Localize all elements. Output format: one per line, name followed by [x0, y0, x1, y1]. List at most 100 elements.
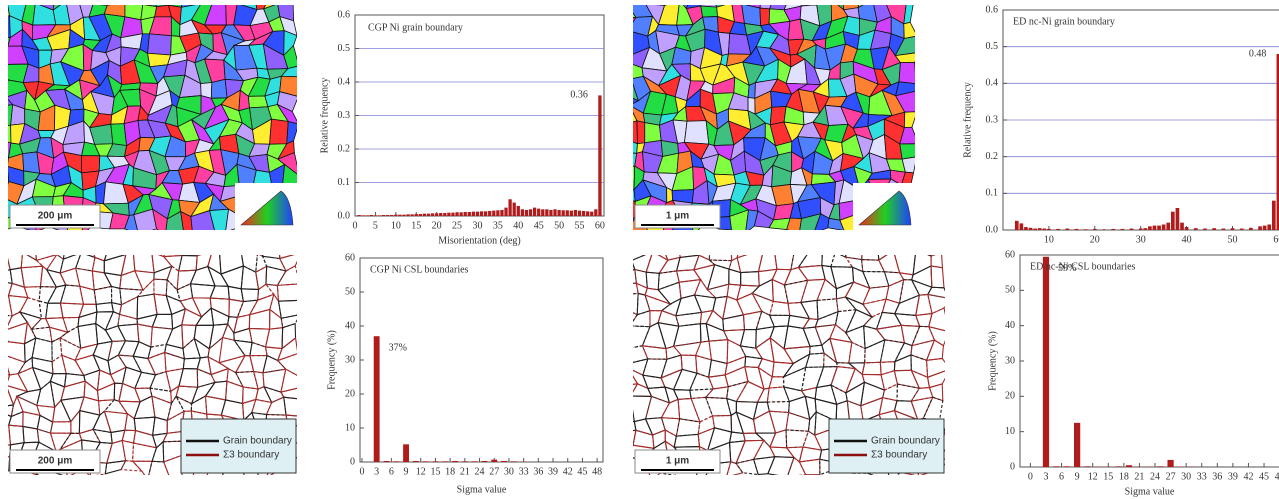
- x-tick-label: 10: [1044, 234, 1054, 245]
- grain: [645, 123, 661, 143]
- x-axis-label: Sigma value: [1125, 486, 1175, 497]
- grain: [886, 0, 906, 4]
- bar: [529, 209, 532, 216]
- bar: [537, 209, 540, 216]
- grain: [0, 79, 8, 99]
- micrograph: 1 μm: [614, 0, 918, 235]
- grain-outline: [737, 239, 763, 257]
- bar: [582, 211, 585, 216]
- grain-outline: [133, 240, 152, 252]
- bar: [1047, 229, 1051, 230]
- y-tick-label: 0: [1010, 461, 1015, 472]
- grain: [637, 121, 645, 144]
- grain-outline: [0, 342, 8, 355]
- y-tick-label: 40: [1005, 320, 1015, 331]
- y-tick-label: 0.3: [986, 114, 999, 125]
- bar: [362, 215, 365, 216]
- x-tick-label: 0: [359, 466, 364, 477]
- grain: [0, 64, 8, 79]
- bar: [1139, 229, 1143, 230]
- x-tick-label: 55: [575, 220, 585, 231]
- grain: [148, 34, 172, 55]
- x-tick-label: 50: [554, 220, 564, 231]
- x-tick-label: 42: [563, 466, 573, 477]
- bar: [1167, 460, 1173, 467]
- x-tick-label: 36: [1212, 471, 1222, 482]
- x-tick-label: 48: [1275, 471, 1279, 482]
- grain: [25, 0, 35, 3]
- bar: [411, 214, 414, 216]
- bar: [513, 203, 516, 216]
- grain-outline: [805, 237, 822, 252]
- grain-outline: [816, 237, 836, 253]
- x-tick-label: 21: [1134, 471, 1144, 482]
- grain: [66, 0, 84, 2]
- x-tick-label: 6: [1059, 471, 1064, 482]
- bar: [492, 211, 495, 216]
- y-tick-label: 0.3: [338, 110, 351, 121]
- bar: [1064, 466, 1070, 467]
- x-tick-label: 6: [389, 466, 394, 477]
- bar: [1102, 229, 1106, 230]
- grain: [0, 182, 9, 202]
- y-tick-label: 30: [1005, 355, 1015, 366]
- bar: [511, 461, 517, 462]
- grain: [656, 0, 680, 5]
- bar: [427, 214, 430, 216]
- bar: [403, 444, 409, 462]
- bar: [533, 208, 536, 216]
- bar: [1212, 228, 1216, 230]
- bar: [1111, 229, 1115, 230]
- bar: [1042, 229, 1046, 230]
- grain: [82, 156, 100, 173]
- bar: [433, 461, 439, 462]
- bar: [480, 211, 483, 216]
- bar: [431, 213, 434, 216]
- grain: [904, 112, 917, 128]
- legend-label: Σ3 boundary: [223, 450, 279, 461]
- bar: [476, 212, 479, 216]
- chart: 0.00.10.20.30.40.50.60510152025303540455…: [319, 9, 605, 246]
- bar: [419, 214, 422, 216]
- bar: [382, 215, 385, 216]
- grain: [620, 166, 635, 190]
- grain-outline: [913, 237, 931, 256]
- chart-title: ED nc-Ni CSL boundaries: [1030, 261, 1136, 272]
- x-axis-label: Misorientation (deg): [438, 235, 520, 246]
- grain: [748, 83, 755, 99]
- bar: [1084, 229, 1088, 230]
- grain: [93, 0, 111, 5]
- bar: [406, 214, 409, 216]
- y-tick-label: 0.0: [986, 224, 999, 235]
- grain: [6, 0, 28, 1]
- scale-bar-label: 1 μm: [666, 456, 689, 467]
- bar: [1180, 223, 1184, 230]
- bar: [1176, 208, 1180, 230]
- grain: [0, 16, 10, 39]
- bar: [468, 212, 471, 216]
- bar: [1084, 466, 1090, 467]
- bar: [443, 213, 446, 216]
- y-tick-label: 0.5: [986, 41, 999, 52]
- bar: [1043, 257, 1049, 467]
- grain: [645, 0, 664, 5]
- grain-outline: [616, 323, 630, 348]
- x-tick-label: 27: [1166, 471, 1176, 482]
- grain-outline: [220, 237, 242, 254]
- grain: [125, 0, 143, 4]
- grain-outline: [197, 236, 216, 255]
- bar: [1249, 228, 1253, 230]
- bar: [562, 210, 565, 216]
- bar: [541, 209, 544, 216]
- bar: [496, 210, 499, 216]
- figure: 200 μm1 μm200 μmGrain boundaryΣ3 boundar…: [0, 0, 1279, 499]
- grain-outline: [164, 238, 182, 257]
- bar: [374, 215, 377, 216]
- x-tick-label: 25: [452, 220, 462, 231]
- micrograph: 200 μm: [0, 0, 303, 236]
- grain: [619, 197, 635, 219]
- x-tick-label: 5: [373, 220, 378, 231]
- annotation: 37%: [389, 342, 407, 353]
- x-tick-label: 0: [1028, 471, 1033, 482]
